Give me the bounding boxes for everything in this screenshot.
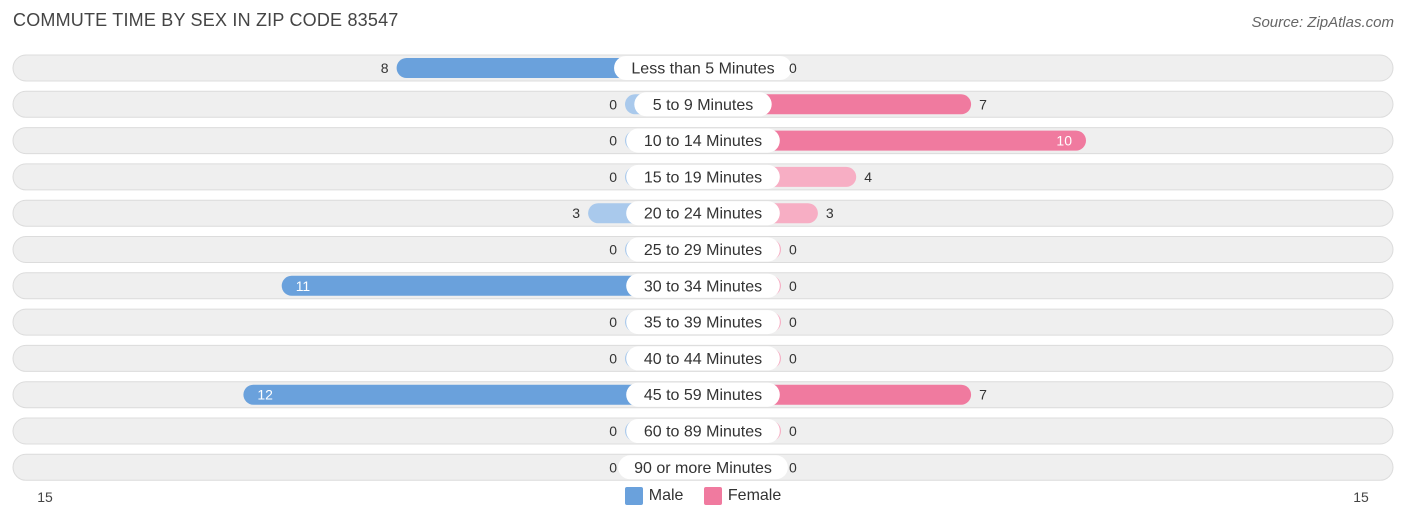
female-value-label: 0: [789, 459, 797, 475]
legend-item-female: Female: [703, 487, 782, 505]
category-label: 45 to 59 Minutes: [644, 387, 762, 404]
category-label: 5 to 9 Minutes: [653, 97, 754, 114]
category-label: 30 to 34 Minutes: [644, 278, 762, 295]
category-label: 90 or more Minutes: [634, 460, 772, 477]
female-value-label: 0: [789, 278, 797, 294]
category-label: 10 to 14 Minutes: [644, 133, 762, 150]
category-label-background: [626, 419, 780, 443]
male-value-label: 0: [609, 423, 617, 439]
female-value-label: 4: [864, 169, 872, 185]
category-label-background: [626, 201, 780, 226]
male-value-label: 0: [609, 133, 617, 149]
male-value-label: 0: [609, 96, 617, 112]
category-label-background: [626, 164, 780, 189]
female-value-label: 0: [789, 423, 797, 439]
male-value-label: 3: [572, 205, 580, 221]
category-label: 25 to 29 Minutes: [644, 242, 762, 259]
category-label-background: [618, 455, 788, 480]
male-value-label: 0: [609, 350, 617, 366]
category-label-background: [626, 128, 780, 153]
chart-title: COMMUTE TIME BY SEX IN ZIP CODE 83547: [13, 10, 399, 30]
male-value-label: 0: [609, 242, 617, 258]
male-value-label: 11: [296, 278, 311, 294]
legend-swatch-male: [624, 487, 643, 505]
female-value-label: 3: [826, 205, 834, 221]
category-label: 35 to 39 Minutes: [644, 315, 762, 332]
axis-tick-right: 15: [1353, 489, 1369, 505]
legend-label-male: Male: [648, 487, 684, 504]
female-value-label: 0: [789, 314, 797, 330]
legend-label-female: Female: [727, 487, 782, 504]
legend-swatch-female: [703, 487, 722, 505]
category-label: Less than 5 Minutes: [631, 61, 774, 78]
category-label: 20 to 24 Minutes: [644, 206, 762, 223]
category-label: 60 to 89 Minutes: [644, 424, 762, 441]
category-label-background: [634, 92, 772, 117]
female-value-label: 0: [789, 60, 797, 76]
male-value-label: 0: [609, 314, 617, 330]
axis-tick-left: 15: [37, 489, 53, 505]
female-bar: [703, 130, 1086, 151]
category-label: 15 to 19 Minutes: [644, 169, 762, 186]
category-label-background: [626, 237, 780, 262]
female-value-label: 0: [789, 350, 797, 366]
male-value-label: 8: [381, 60, 389, 76]
male-value-label: 0: [609, 169, 617, 185]
category-label-background: [626, 346, 780, 371]
female-value-label: 0: [789, 242, 797, 258]
male-bar: [243, 384, 703, 405]
female-value-label: 7: [979, 96, 987, 112]
category-label-background: [626, 273, 780, 298]
category-label-background: [614, 56, 792, 80]
legend-item-male: Male: [624, 487, 684, 505]
male-bar: [281, 275, 703, 296]
female-value-label: 10: [1056, 133, 1072, 149]
source-note: Source: ZipAtlas.com: [1251, 14, 1394, 31]
category-label: 40 to 44 Minutes: [644, 351, 762, 368]
legend: Male Female: [0, 487, 1406, 510]
category-label-background: [626, 382, 780, 407]
female-value-label: 7: [979, 387, 987, 403]
male-value-label: 0: [609, 459, 617, 475]
category-label-background: [626, 310, 780, 335]
male-value-label: 12: [257, 387, 273, 403]
